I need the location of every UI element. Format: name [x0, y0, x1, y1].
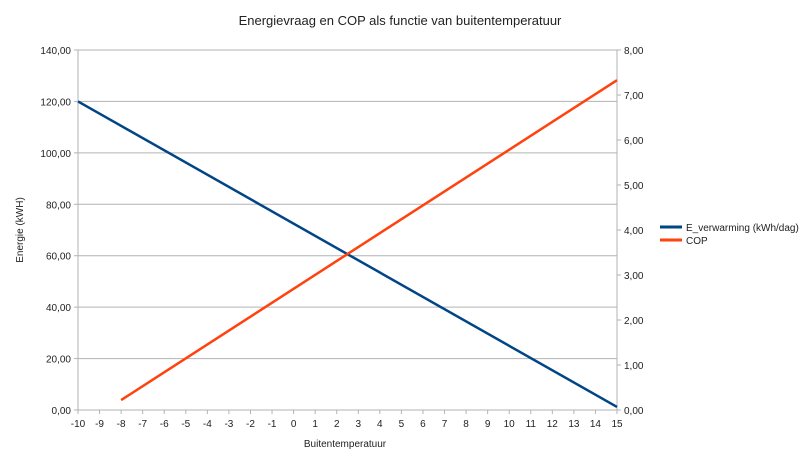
y-tick-label: 20,00: [46, 355, 71, 366]
y2-tick-label: 2,00: [624, 316, 644, 327]
x-tick-label: 0: [291, 419, 297, 430]
x-tick-label: 5: [399, 419, 405, 430]
x-axis-label: Buitentemperatuur: [304, 439, 387, 450]
x-tick-label: -3: [224, 419, 233, 430]
x-tick-label: 4: [377, 419, 383, 430]
x-tick-label: -6: [160, 419, 169, 430]
y2-tick-label: 6,00: [624, 136, 644, 147]
y-tick-label: 40,00: [46, 303, 71, 314]
y-tick-label: 140,00: [40, 46, 71, 57]
y-axis-label: Energie (kWH): [15, 197, 26, 263]
y-tick-label: 80,00: [46, 200, 71, 211]
x-tick-label: 15: [611, 419, 623, 430]
y2-tick-label: 0,00: [624, 406, 644, 417]
y2-tick-label: 3,00: [624, 271, 644, 282]
chart-title: Energievraag en COP als functie van buit…: [239, 13, 562, 28]
series-line-cop: [120, 79, 618, 402]
x-tick-label: 11: [526, 419, 537, 430]
x-tick-label: -2: [246, 419, 255, 430]
y-tick-label: 100,00: [40, 149, 71, 160]
x-tick-label: 1: [312, 419, 318, 430]
x-tick-label: -1: [268, 419, 277, 430]
x-tick-label: 6: [420, 419, 426, 430]
y2-tick-label: 7,00: [624, 91, 644, 102]
x-tick-label: -9: [95, 419, 104, 430]
y-tick-label: 120,00: [40, 97, 71, 108]
x-tick-label: -8: [117, 419, 126, 430]
y2-tick-label: 8,00: [624, 46, 644, 57]
x-tick-label: 13: [568, 419, 580, 430]
x-tick-label: 10: [504, 419, 516, 430]
y2-tick-label: 4,00: [624, 226, 644, 237]
legend-label: COP: [686, 236, 708, 247]
x-tick-label: -5: [181, 419, 190, 430]
x-tick-label: 2: [334, 419, 340, 430]
x-tick-label: 14: [590, 419, 602, 430]
x-tick-label: 3: [355, 419, 361, 430]
legend-label: E_verwarming (kWh/dag): [686, 223, 799, 234]
y2-tick-label: 5,00: [624, 181, 644, 192]
x-tick-label: 7: [442, 419, 448, 430]
y-tick-label: 60,00: [46, 252, 71, 263]
x-tick-label: -7: [138, 419, 147, 430]
x-tick-label: -10: [71, 419, 86, 430]
x-tick-label: 9: [485, 419, 491, 430]
x-tick-label: 8: [463, 419, 469, 430]
x-tick-label: -4: [203, 419, 212, 430]
y-tick-label: 0,00: [52, 406, 72, 417]
x-tick-label: 12: [547, 419, 559, 430]
y2-tick-label: 1,00: [624, 361, 644, 372]
